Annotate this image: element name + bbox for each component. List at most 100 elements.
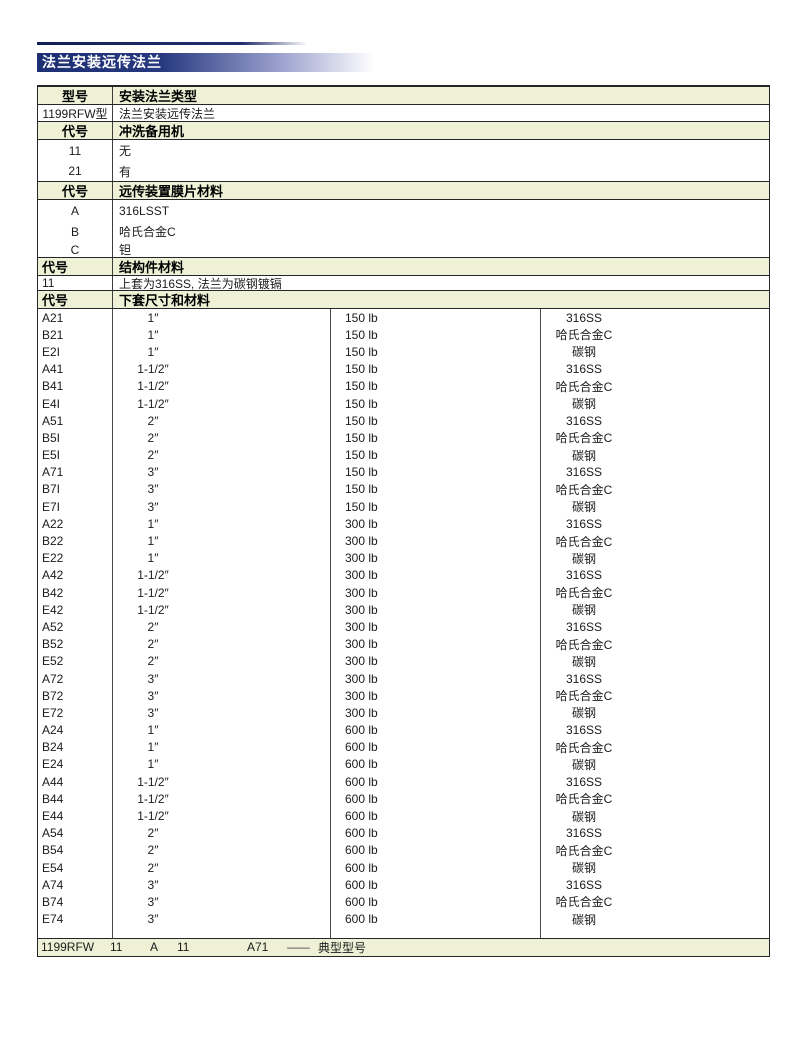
flange-size-cell: 3″ bbox=[113, 687, 331, 705]
flange-code-cell: B22 bbox=[38, 532, 113, 550]
flange-material-cell: 碳钢 bbox=[571, 654, 596, 669]
flange-code-cell: B41 bbox=[38, 377, 113, 395]
flange-material-cell: 碳钢 bbox=[571, 345, 596, 360]
flange-material-cell: 哈氏合金C bbox=[555, 586, 613, 601]
flange-material-cell: 哈氏合金C bbox=[555, 895, 613, 910]
flange-table-header-section: 代号 下套尺寸和材料 bbox=[38, 290, 769, 309]
flange-code-cell: A41 bbox=[38, 360, 113, 378]
flange-code-cell: E4I bbox=[38, 394, 113, 413]
flange-code-cell: A72 bbox=[38, 669, 113, 688]
flange-size-cell: 1-1/2″ bbox=[113, 601, 331, 619]
flange-size-cell: 3″ bbox=[113, 704, 331, 722]
flange-row: E44 1-1/2″ 600 lb 碳钢 bbox=[38, 807, 769, 825]
flange-rating-cell: 600 lb bbox=[331, 910, 541, 928]
flange-row: B21 1″ 150 lb 哈氏合金C bbox=[38, 326, 769, 344]
flange-code-cell: E72 bbox=[38, 704, 113, 722]
flange-size-cell: 3″ bbox=[113, 463, 331, 481]
flange-rating-cell: 300 lb bbox=[331, 566, 541, 584]
filler-code-cell bbox=[38, 927, 113, 938]
example-code-lower-housing: A71 bbox=[247, 940, 269, 955]
flange-material-cell: 316SS bbox=[565, 413, 603, 428]
flange-row: A24 1″ 600 lb 316SS bbox=[38, 721, 769, 739]
flange-row: A71 3″ 150 lb 316SS bbox=[38, 463, 769, 481]
flange-rating-cell: 300 lb bbox=[331, 704, 541, 722]
flange-rating-cell: 300 lb bbox=[331, 635, 541, 653]
code-header-cell: 型号 bbox=[38, 87, 113, 104]
flange-material-cell: 316SS bbox=[565, 516, 603, 531]
flange-row: E72 3″ 300 lb 碳钢 bbox=[38, 704, 769, 722]
flange-rating-cell: 600 lb bbox=[331, 721, 541, 739]
flange-row: E42 1-1/2″ 300 lb 碳钢 bbox=[38, 601, 769, 619]
example-dash: —— bbox=[287, 940, 310, 955]
flange-row: A41 1-1/2″ 150 lb 316SS bbox=[38, 360, 769, 378]
flange-row: B22 1″ 300 lb 哈氏合金C bbox=[38, 532, 769, 550]
desc-header-cell: 结构件材料 bbox=[119, 260, 185, 275]
flange-rating-cell: 150 lb bbox=[331, 394, 541, 413]
flange-code-cell: E5I bbox=[38, 446, 113, 464]
flange-size-cell: 3″ bbox=[113, 669, 331, 688]
desc-header-cell: 冲洗备用机 bbox=[119, 124, 185, 139]
section-header-row: 代号 冲洗备用机 bbox=[38, 121, 769, 140]
flange-rating-cell: 150 lb bbox=[331, 360, 541, 378]
spec-section: 代号 远传装置膜片材料 A 316LSST B 哈氏合金C C 钽 bbox=[38, 181, 769, 257]
flange-rating-cell: 300 lb bbox=[331, 601, 541, 619]
order-code-table: 型号 安装法兰类型 1199RFW型 法兰安装远传法兰 代号 冲洗备用机 11 … bbox=[37, 85, 770, 957]
flange-row: A54 2″ 600 lb 316SS bbox=[38, 824, 769, 842]
flange-row: B7I 3″ 150 lb 哈氏合金C bbox=[38, 480, 769, 499]
flange-row: B44 1-1/2″ 600 lb 哈氏合金C bbox=[38, 790, 769, 808]
flange-row: A42 1-1/2″ 300 lb 316SS bbox=[38, 566, 769, 584]
flange-rating-cell: 150 lb bbox=[331, 343, 541, 361]
example-model-base: 1199RFW bbox=[41, 940, 95, 955]
flange-code-cell: E2I bbox=[38, 343, 113, 361]
flange-rating-cell: 300 lb bbox=[331, 618, 541, 636]
flange-row: A51 2″ 150 lb 316SS bbox=[38, 412, 769, 430]
flange-size-cell: 1″ bbox=[113, 532, 331, 550]
flange-rating-cell: 150 lb bbox=[331, 446, 541, 464]
flange-material-cell: 哈氏合金C bbox=[555, 379, 613, 394]
code-cell: 1199RFW型 bbox=[38, 105, 113, 121]
flange-code-cell: B5I bbox=[38, 429, 113, 447]
flange-code-cell: A22 bbox=[38, 515, 113, 533]
flange-material-cell: 316SS bbox=[565, 826, 603, 841]
flange-code-cell: A21 bbox=[38, 309, 113, 327]
flange-code-cell: B7I bbox=[38, 480, 113, 499]
flange-row: B24 1″ 600 lb 哈氏合金C bbox=[38, 738, 769, 756]
desc-cell: 哈氏合金C bbox=[119, 225, 176, 239]
flange-code-cell: E24 bbox=[38, 755, 113, 774]
code-cell: 11 bbox=[38, 276, 113, 290]
flange-material-cell: 316SS bbox=[565, 310, 603, 325]
desc-cell: 上套为316SS, 法兰为碳钢镀镉 bbox=[119, 276, 282, 291]
flange-rating-cell: 150 lb bbox=[331, 480, 541, 499]
flange-size-cell: 1-1/2″ bbox=[113, 394, 331, 413]
flange-size-cell: 1-1/2″ bbox=[113, 360, 331, 378]
flange-code-cell: B24 bbox=[38, 738, 113, 756]
flange-row: E5I 2″ 150 lb 碳钢 bbox=[38, 446, 769, 464]
example-code-diaphragm: A bbox=[150, 940, 159, 955]
flange-material-cell: 哈氏合金C bbox=[555, 431, 613, 446]
section-header-row: 代号 远传装置膜片材料 bbox=[38, 181, 769, 200]
flange-rating-cell: 150 lb bbox=[331, 309, 541, 327]
flange-size-cell: 3″ bbox=[113, 498, 331, 516]
flange-row: A44 1-1/2″ 600 lb 316SS bbox=[38, 773, 769, 791]
flange-code-cell: E74 bbox=[38, 910, 113, 928]
flange-code-cell: A24 bbox=[38, 721, 113, 739]
flange-size-cell: 1″ bbox=[113, 343, 331, 361]
flange-code-cell: A52 bbox=[38, 618, 113, 636]
flange-rating-cell: 300 lb bbox=[331, 549, 541, 567]
flange-size-cell: 2″ bbox=[113, 618, 331, 636]
flange-code-cell: B21 bbox=[38, 326, 113, 344]
flange-rating-cell: 150 lb bbox=[331, 498, 541, 516]
flange-size-cell: 2″ bbox=[113, 652, 331, 670]
flange-rating-cell: 150 lb bbox=[331, 377, 541, 395]
desc-cell: 法兰安装远传法兰 bbox=[119, 106, 216, 121]
filler-size-cell bbox=[113, 927, 331, 938]
flange-material-cell: 碳钢 bbox=[571, 603, 596, 618]
spec-row: B 哈氏合金C bbox=[38, 221, 769, 242]
flange-code-cell: B42 bbox=[38, 584, 113, 602]
flange-material-cell: 碳钢 bbox=[571, 397, 596, 412]
flange-size-cell: 3″ bbox=[113, 876, 331, 894]
section-header-row: 型号 安装法兰类型 bbox=[38, 87, 769, 105]
flange-header-row: 代号 下套尺寸和材料 bbox=[38, 290, 769, 309]
flange-row: A21 1″ 150 lb 316SS bbox=[38, 309, 769, 327]
flange-row: B54 2″ 600 lb 哈氏合金C bbox=[38, 841, 769, 859]
